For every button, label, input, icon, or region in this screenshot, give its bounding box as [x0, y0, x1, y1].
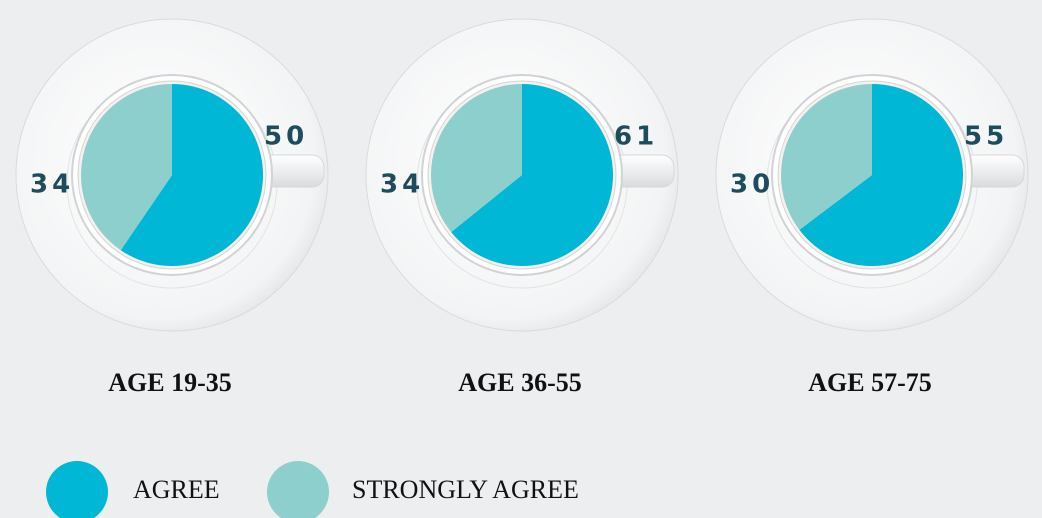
- chart-title: AGE 57-75: [808, 368, 932, 397]
- legend-label: AGREE: [133, 475, 220, 504]
- chart: 5034AGE 19-356134AGE 36-555530AGE 57-75 …: [0, 0, 1042, 518]
- value-label: 34: [30, 170, 74, 200]
- value-label: 30: [730, 170, 774, 200]
- chart-title: AGE 19-35: [108, 368, 232, 397]
- value-label: 55: [964, 122, 1008, 152]
- value-label: 61: [614, 122, 658, 152]
- legend-label: STRONGLY AGREE: [352, 475, 579, 504]
- chart-title: AGE 36-55: [458, 368, 582, 397]
- value-label: 50: [264, 122, 308, 152]
- value-label: 34: [380, 170, 424, 200]
